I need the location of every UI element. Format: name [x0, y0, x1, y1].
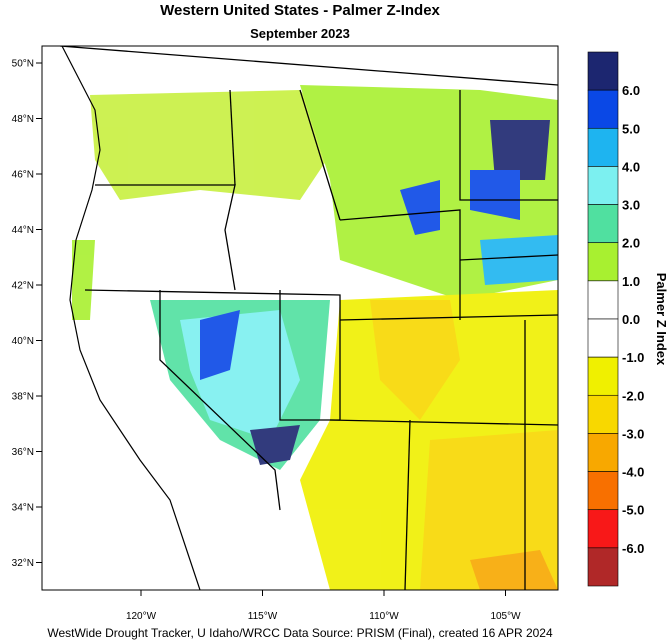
- colorbar-label: 0.0: [622, 312, 640, 327]
- lat-label: 50°N: [12, 59, 34, 70]
- colorbar-segment: [587, 280, 619, 320]
- colorbar-label: 1.0: [622, 274, 640, 289]
- colorbar-segment: [587, 89, 619, 129]
- lat-label: 32°N: [12, 558, 34, 569]
- colorbar-label: 3.0: [622, 198, 640, 213]
- lat-label: 48°N: [12, 114, 34, 125]
- colorbar-label: 4.0: [622, 159, 640, 174]
- colorbar-label: 5.0: [622, 121, 640, 136]
- lat-label: 44°N: [12, 225, 34, 236]
- colorbar-label: -6.0: [622, 541, 644, 556]
- lon-label: 115°W: [248, 611, 278, 622]
- lon-label: 105°W: [490, 611, 521, 622]
- colorbar-segment: [587, 127, 619, 167]
- subtitle: September 2023: [250, 26, 350, 41]
- map: [41, 45, 559, 591]
- colorbar: 6.0 5.0 4.0 3.0 2.0 1.0 0.0 -1.0 -2.0 -3.0 -4.0 -5.…: [587, 51, 644, 587]
- lat-label: 34°N: [12, 503, 34, 514]
- colorbar-label: -5.0: [622, 503, 644, 518]
- colorbar-segment: [587, 509, 619, 549]
- footer: WestWide Drought Tracker, U Idaho/WRCC D…: [47, 626, 553, 640]
- lat-label: 36°N: [12, 447, 34, 458]
- colorbar-segment: [587, 433, 619, 472]
- colorbar-label: -4.0: [622, 465, 644, 480]
- colorbar-title: Palmer Z Index: [654, 273, 669, 366]
- colorbar-segment: [587, 394, 619, 434]
- colorbar-segment: [587, 51, 619, 91]
- lat-label: 46°N: [12, 170, 34, 181]
- lon-label: 120°W: [126, 611, 157, 622]
- title: Western United States - Palmer Z-Index: [160, 2, 440, 19]
- colorbar-segment: [587, 204, 619, 244]
- colorbar-label: -2.0: [622, 388, 644, 403]
- colorbar-label: -3.0: [622, 426, 644, 441]
- colorbar-segment: [587, 318, 619, 358]
- colorbar-segment: [587, 242, 619, 282]
- colorbar-segment: [587, 471, 619, 511]
- lat-label: 42°N: [12, 281, 34, 292]
- colorbar-segment: [587, 166, 619, 205]
- colorbar-segment: [587, 356, 619, 396]
- colorbar-label: -1.0: [622, 350, 644, 365]
- colorbar-label: 2.0: [622, 236, 640, 251]
- colorbar-label: 6.0: [622, 83, 640, 98]
- colorbar-segment: [587, 547, 619, 587]
- lat-label: 40°N: [12, 336, 34, 347]
- lat-label: 38°N: [12, 392, 34, 403]
- lon-label: 110°W: [369, 611, 399, 622]
